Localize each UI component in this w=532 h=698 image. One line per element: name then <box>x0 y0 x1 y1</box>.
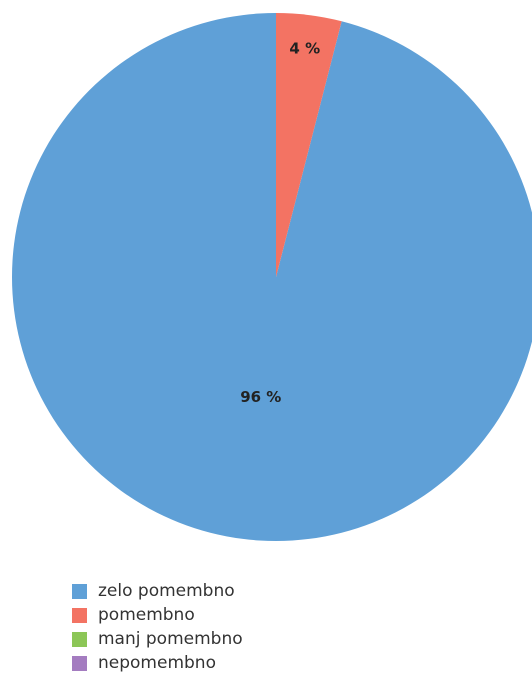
legend-label-0: zelo pomembno <box>98 581 235 601</box>
slice-label-0: 96 % <box>240 388 281 406</box>
legend-swatch-2 <box>72 631 87 647</box>
legend-swatch-1 <box>72 607 87 623</box>
legend-label-3: nepomembno <box>98 653 216 673</box>
legend-swatch-3 <box>72 655 87 671</box>
pie-slice-0 <box>12 13 532 541</box>
legend-item-2: manj pomembno <box>72 627 243 651</box>
slice-label-1: 4 % <box>289 40 320 58</box>
legend-label-1: pomembno <box>98 605 195 625</box>
legend-item-1: pomembno <box>72 603 243 627</box>
legend-item-3: nepomembno <box>72 651 243 675</box>
legend-label-2: manj pomembno <box>98 629 243 649</box>
pie-slices <box>12 13 532 541</box>
pie-chart: 96 % 4 % <box>12 13 532 541</box>
chart-legend: zelo pomembno pomembno manj pomembno nepome… <box>72 579 243 675</box>
legend-swatch-0 <box>72 583 87 599</box>
pie-labels: 96 % 4 % <box>240 40 320 406</box>
pie-slice-1 <box>276 13 342 277</box>
legend-item-0: zelo pomembno <box>72 579 243 603</box>
